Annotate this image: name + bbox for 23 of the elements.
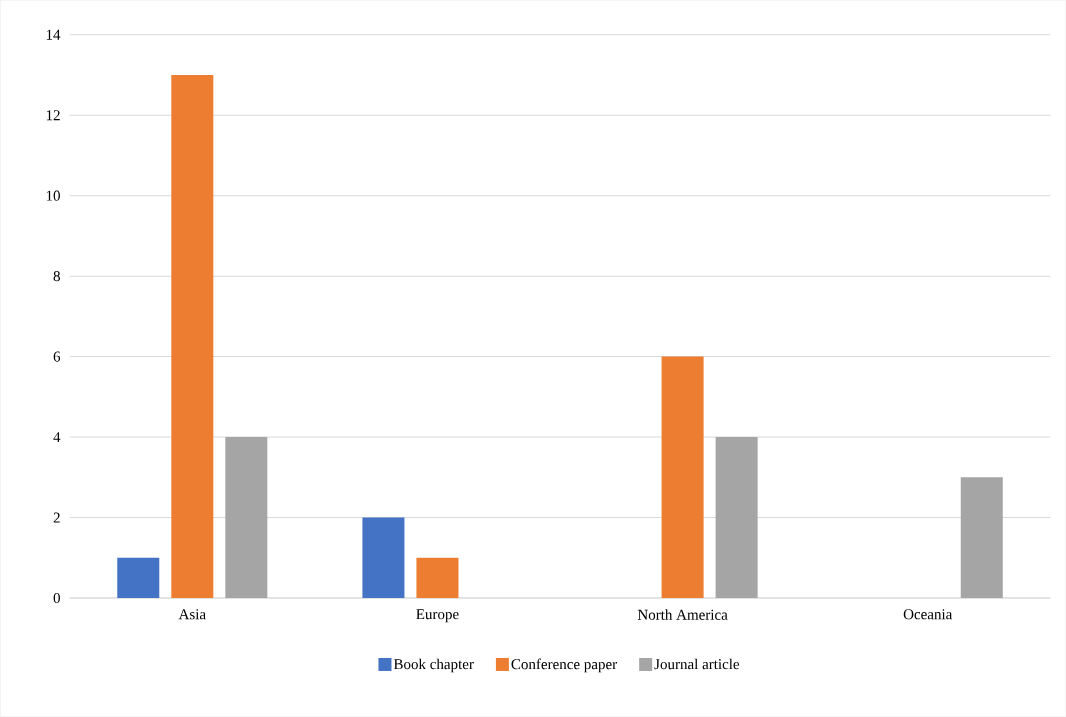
legend-label: Journal article — [654, 658, 740, 670]
bar — [117, 557, 160, 599]
bar — [171, 75, 214, 599]
y-tick-label: 10 — [46, 190, 60, 201]
y-tick-label: 8 — [53, 271, 60, 282]
y-tick-label: 0 — [53, 593, 60, 604]
bar — [362, 517, 405, 599]
bar — [661, 356, 704, 599]
x-tick-label: Asia — [178, 609, 206, 620]
y-tick-label: 14 — [46, 29, 61, 40]
x-tick-label: North America — [637, 609, 728, 620]
legend-label: Conference paper — [511, 658, 618, 673]
x-tick-label: Oceania — [903, 609, 953, 620]
bar — [225, 437, 268, 599]
bar — [960, 477, 1003, 599]
y-tick-label: 2 — [53, 512, 60, 523]
y-tick-label: 12 — [46, 110, 60, 121]
y-tick-label: 6 — [53, 351, 61, 362]
y-tick-label: 4 — [53, 432, 61, 443]
bar — [715, 437, 758, 599]
legend-label: Book chapter — [393, 658, 474, 673]
x-tick-label: Europe — [416, 609, 459, 623]
bar — [416, 557, 459, 599]
